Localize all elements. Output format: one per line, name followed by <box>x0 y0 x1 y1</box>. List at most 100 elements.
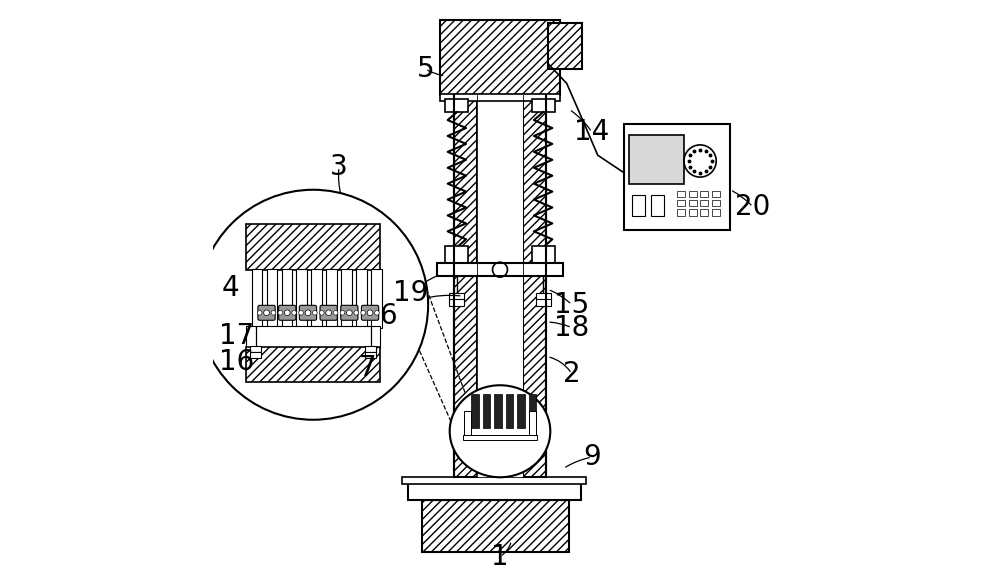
Bar <box>700 191 708 197</box>
Bar <box>632 196 645 216</box>
Bar <box>523 95 546 477</box>
Bar <box>677 191 685 197</box>
Bar <box>529 411 536 437</box>
Bar <box>689 209 697 216</box>
Circle shape <box>264 310 269 316</box>
Bar <box>536 293 551 299</box>
Circle shape <box>333 310 338 315</box>
Circle shape <box>198 190 428 420</box>
Bar <box>422 500 569 552</box>
Circle shape <box>278 310 283 315</box>
FancyBboxPatch shape <box>279 305 296 320</box>
Bar <box>250 346 261 352</box>
FancyBboxPatch shape <box>341 305 358 320</box>
Text: 9: 9 <box>583 443 601 471</box>
Bar <box>532 246 555 264</box>
Bar <box>408 483 580 500</box>
Bar <box>402 477 586 484</box>
Text: 3: 3 <box>330 153 348 181</box>
Text: 2: 2 <box>563 360 581 388</box>
Text: 20: 20 <box>735 193 771 221</box>
Bar <box>712 200 720 206</box>
Text: 6: 6 <box>379 302 397 330</box>
Text: 1: 1 <box>491 543 509 570</box>
Circle shape <box>284 310 290 316</box>
Bar <box>677 209 685 216</box>
Bar <box>477 95 523 477</box>
Text: 17: 17 <box>219 323 254 350</box>
Text: 14: 14 <box>574 118 610 146</box>
Bar <box>483 394 490 428</box>
Bar <box>296 269 307 328</box>
Circle shape <box>367 310 373 316</box>
Bar <box>624 124 730 230</box>
FancyBboxPatch shape <box>361 305 379 320</box>
Circle shape <box>326 310 332 316</box>
Bar <box>365 346 376 352</box>
Bar <box>440 94 560 101</box>
Circle shape <box>319 310 324 315</box>
Circle shape <box>313 310 317 315</box>
Bar <box>700 200 708 206</box>
Circle shape <box>257 310 262 315</box>
Bar <box>471 394 479 428</box>
Bar <box>532 99 555 112</box>
Bar <box>341 269 352 328</box>
Circle shape <box>292 310 296 315</box>
Bar <box>494 394 502 428</box>
Bar <box>356 269 367 328</box>
Circle shape <box>271 310 276 315</box>
Bar <box>437 263 563 276</box>
Circle shape <box>305 310 311 316</box>
Bar <box>629 135 684 184</box>
Text: 15: 15 <box>554 291 590 319</box>
Ellipse shape <box>450 385 550 477</box>
Bar <box>548 23 582 69</box>
Circle shape <box>354 310 359 315</box>
Text: 18: 18 <box>554 314 590 342</box>
Circle shape <box>375 310 379 315</box>
Bar <box>464 411 471 437</box>
Bar <box>282 269 292 328</box>
Text: 7: 7 <box>359 354 377 382</box>
Bar <box>463 435 537 440</box>
Bar <box>246 326 380 348</box>
Text: 16: 16 <box>219 348 254 376</box>
Circle shape <box>299 310 303 315</box>
Text: 4: 4 <box>222 274 240 301</box>
Bar <box>712 191 720 197</box>
FancyBboxPatch shape <box>258 305 275 320</box>
Text: 5: 5 <box>416 55 434 83</box>
Bar <box>689 200 697 206</box>
Bar <box>529 394 536 428</box>
Bar <box>700 209 708 216</box>
Circle shape <box>361 310 365 315</box>
Text: 19: 19 <box>393 279 429 307</box>
Bar <box>449 293 464 299</box>
Bar <box>371 269 382 328</box>
Bar <box>326 269 337 328</box>
Bar <box>651 196 664 216</box>
Bar <box>246 347 380 382</box>
Bar <box>536 298 551 306</box>
FancyBboxPatch shape <box>320 305 337 320</box>
Bar <box>246 224 380 270</box>
Bar <box>506 394 513 428</box>
Bar <box>689 191 697 197</box>
Bar <box>250 352 261 358</box>
Bar <box>311 269 322 328</box>
FancyBboxPatch shape <box>299 305 317 320</box>
Bar <box>252 269 262 328</box>
Bar <box>365 352 376 358</box>
Circle shape <box>346 310 352 316</box>
Bar <box>445 99 468 112</box>
Bar <box>454 95 477 477</box>
Bar <box>445 246 468 264</box>
Bar <box>517 394 525 428</box>
Bar <box>449 298 464 306</box>
Bar <box>677 200 685 206</box>
Circle shape <box>340 310 345 315</box>
Bar <box>712 209 720 216</box>
Bar <box>267 269 277 328</box>
Bar <box>440 20 560 95</box>
